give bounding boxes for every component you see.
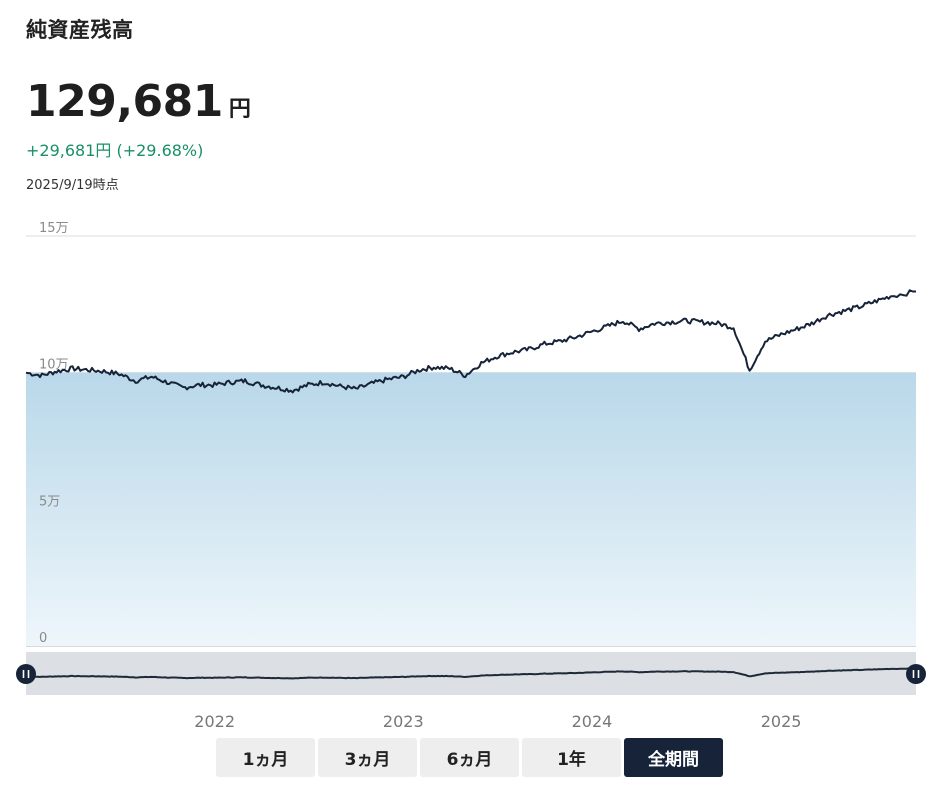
range-1-year-button[interactable]: 1年 <box>522 738 621 777</box>
x-tick-label: 2023 <box>383 712 424 731</box>
navigator-left-handle[interactable] <box>16 664 36 684</box>
x-tick-label: 2025 <box>761 712 802 731</box>
range-navigator[interactable]: 2022 2023 2024 2025 <box>0 645 946 735</box>
range-all-period-button[interactable]: 全期間 <box>624 738 723 777</box>
as-of-date: 2025/9/19時点 <box>26 178 119 193</box>
y-tick-label: 5万 <box>39 494 60 509</box>
balance-value: 129,681 <box>26 76 223 127</box>
balance-chart: 0 5万 10万 15万 <box>25 221 916 647</box>
balance-row: 129,681 円 <box>26 76 251 127</box>
y-tick-label: 10万 <box>39 358 69 373</box>
navigator-right-handle[interactable] <box>906 664 926 684</box>
y-tick-label: 15万 <box>39 221 69 236</box>
range-3-months-button[interactable]: 3ヵ月 <box>318 738 417 777</box>
baseline-area <box>26 372 916 646</box>
balance-unit: 円 <box>228 97 251 122</box>
navigator-line <box>25 667 916 680</box>
page-title: 純資産残高 <box>26 18 134 42</box>
range-6-months-button[interactable]: 6ヵ月 <box>420 738 519 777</box>
balance-change: +29,681円 (+29.68%) <box>26 141 204 160</box>
range-1-month-button[interactable]: 1ヵ月 <box>216 738 315 777</box>
range-selector: 1ヵ月 3ヵ月 6ヵ月 1年 全期間 <box>216 738 723 777</box>
x-tick-label: 2024 <box>572 712 613 731</box>
x-tick-label: 2022 <box>194 712 235 731</box>
y-tick-label: 0 <box>39 631 47 646</box>
series-line <box>25 289 916 394</box>
